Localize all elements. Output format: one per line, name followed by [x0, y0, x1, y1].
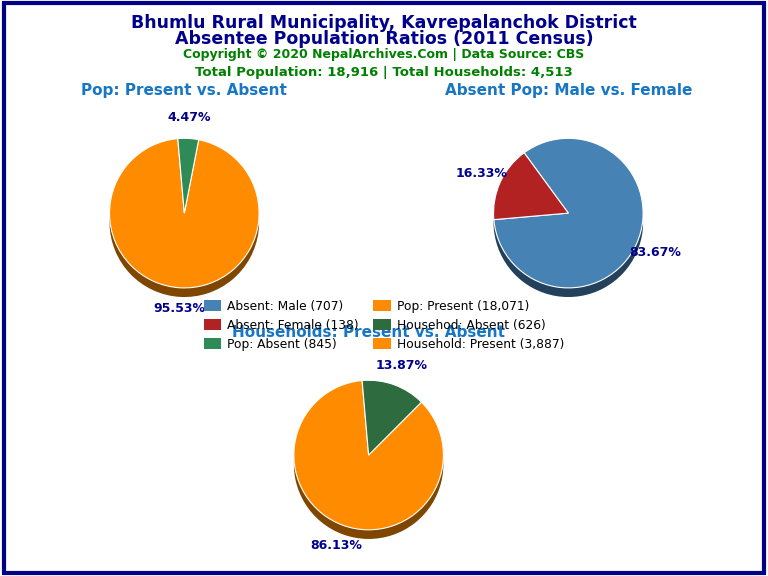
Wedge shape — [294, 389, 443, 539]
Title: Pop: Present vs. Absent: Pop: Present vs. Absent — [81, 84, 287, 98]
Wedge shape — [494, 162, 568, 229]
Wedge shape — [494, 147, 643, 297]
Wedge shape — [362, 380, 422, 455]
Text: 86.13%: 86.13% — [310, 539, 362, 552]
Text: Total Population: 18,916 | Total Households: 4,513: Total Population: 18,916 | Total Househo… — [195, 66, 573, 79]
Text: 95.53%: 95.53% — [154, 302, 205, 315]
Text: 13.87%: 13.87% — [376, 358, 427, 372]
Text: Absentee Population Ratios (2011 Census): Absentee Population Ratios (2011 Census) — [174, 30, 594, 48]
Title: Households: Present vs. Absent: Households: Present vs. Absent — [232, 325, 505, 340]
Text: 83.67%: 83.67% — [630, 246, 681, 259]
Wedge shape — [110, 147, 259, 297]
Text: 4.47%: 4.47% — [167, 111, 211, 124]
Text: Bhumlu Rural Municipality, Kavrepalanchok District: Bhumlu Rural Municipality, Kavrepalancho… — [131, 14, 637, 32]
Wedge shape — [110, 139, 259, 288]
Text: Copyright © 2020 NepalArchives.Com | Data Source: CBS: Copyright © 2020 NepalArchives.Com | Dat… — [184, 48, 584, 62]
Text: 16.33%: 16.33% — [455, 167, 507, 180]
Wedge shape — [178, 138, 199, 213]
Title: Absent Pop: Male vs. Female: Absent Pop: Male vs. Female — [445, 84, 692, 98]
Wedge shape — [362, 389, 422, 464]
Wedge shape — [494, 138, 643, 288]
Wedge shape — [294, 381, 443, 530]
Wedge shape — [494, 153, 568, 219]
Wedge shape — [178, 147, 199, 222]
Legend: Absent: Male (707), Absent: Female (138), Pop: Absent (845), Pop: Present (18,07: Absent: Male (707), Absent: Female (138)… — [204, 300, 564, 351]
